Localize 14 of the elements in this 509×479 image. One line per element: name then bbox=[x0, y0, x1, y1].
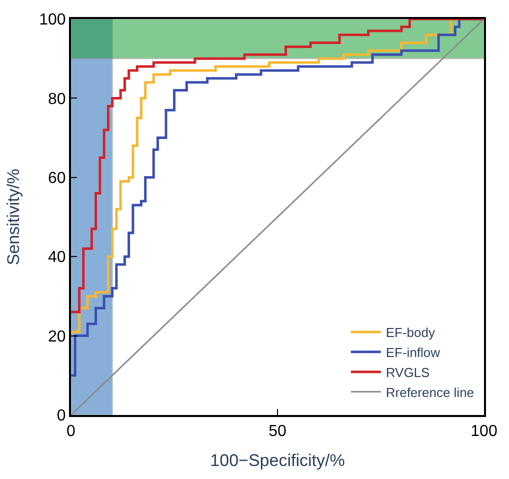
y-axis-title: Sensitivity/% bbox=[4, 168, 24, 266]
x-tick-label: 50 bbox=[268, 423, 286, 440]
x-tick-label: 100 bbox=[470, 423, 498, 440]
legend-label: RVGLS bbox=[386, 364, 430, 380]
y-tick-label: 20 bbox=[48, 328, 66, 346]
y-tick-label: 0 bbox=[56, 408, 66, 425]
y-tick-label: 60 bbox=[48, 170, 66, 187]
legend-label: EF-inflow bbox=[386, 345, 441, 360]
x-axis-title: 100−Specificity/% bbox=[210, 451, 345, 470]
y-tick-label: 40 bbox=[48, 249, 66, 266]
y-tick-label: 80 bbox=[48, 90, 66, 108]
legend-label: EF-body bbox=[386, 325, 436, 340]
y-tick-label: 100 bbox=[39, 12, 66, 29]
legend-label: Rreference line bbox=[386, 384, 474, 400]
